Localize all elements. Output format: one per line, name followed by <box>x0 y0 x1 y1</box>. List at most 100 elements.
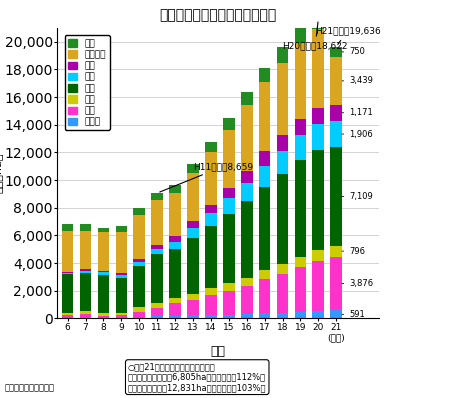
Bar <box>62 231 73 272</box>
Bar <box>98 232 109 271</box>
Bar <box>133 317 145 318</box>
Bar <box>80 269 91 271</box>
Bar <box>294 135 306 160</box>
Text: 7,109: 7,109 <box>342 192 373 201</box>
Bar <box>80 317 91 318</box>
Bar <box>98 313 109 316</box>
Bar <box>223 130 235 188</box>
Text: 591: 591 <box>342 310 365 319</box>
Bar <box>116 232 127 273</box>
Bar <box>151 193 163 200</box>
Bar <box>187 294 199 300</box>
Text: 資料：農林水産省調べ: 資料：農林水産省調べ <box>5 383 55 392</box>
Bar <box>294 312 306 318</box>
Bar <box>205 295 217 315</box>
Bar <box>205 152 217 205</box>
Text: H11全国：8,659: H11全国：8,659 <box>160 162 253 192</box>
Bar <box>205 315 217 318</box>
Bar <box>259 166 271 187</box>
Bar <box>80 230 91 269</box>
Bar <box>151 254 163 303</box>
Bar <box>80 273 91 312</box>
Text: 796: 796 <box>342 247 365 256</box>
Bar <box>241 201 253 277</box>
Bar <box>294 160 306 257</box>
Bar <box>241 105 253 171</box>
Bar <box>187 173 199 221</box>
Bar <box>330 105 342 121</box>
Bar <box>187 300 199 316</box>
Bar <box>259 151 271 166</box>
Bar <box>312 150 324 250</box>
Bar <box>133 266 145 308</box>
Bar <box>205 205 217 213</box>
Bar <box>187 221 199 228</box>
Bar <box>277 63 288 135</box>
Bar <box>133 262 145 266</box>
Bar <box>62 273 73 274</box>
Bar <box>223 119 235 130</box>
X-axis label: 年産: 年産 <box>210 345 226 358</box>
Bar <box>294 119 306 135</box>
Text: 1,906: 1,906 <box>342 129 373 139</box>
Bar <box>169 249 181 298</box>
Bar <box>80 312 91 314</box>
Bar <box>277 313 288 318</box>
Bar <box>98 316 109 318</box>
Bar <box>259 279 271 313</box>
Bar <box>294 257 306 267</box>
Bar <box>187 228 199 238</box>
Bar <box>151 244 163 249</box>
Bar <box>133 308 145 312</box>
Bar <box>277 135 288 150</box>
Bar <box>98 275 109 313</box>
Bar <box>223 283 235 291</box>
Bar <box>169 303 181 316</box>
Bar <box>133 259 145 262</box>
Bar <box>98 228 109 232</box>
Bar <box>205 226 217 288</box>
Bar <box>277 174 288 264</box>
Bar <box>169 242 181 249</box>
Text: 1,171: 1,171 <box>342 108 373 117</box>
Bar <box>116 312 127 316</box>
Bar <box>62 313 73 315</box>
Legend: 九州, 中国四国, 近畿, 東海, 北陸, 関東, 東北, 北海道: 九州, 中国四国, 近畿, 東海, 北陸, 関東, 東北, 北海道 <box>64 35 109 130</box>
Bar <box>116 273 127 275</box>
Bar <box>241 92 253 105</box>
Bar <box>330 257 342 310</box>
Text: H21全国：19,636: H21全国：19,636 <box>315 26 381 45</box>
Text: H20全国：18,622: H20全国：18,622 <box>283 22 348 51</box>
Bar <box>294 267 306 312</box>
Bar <box>241 171 253 183</box>
Bar <box>259 269 271 279</box>
Bar <box>223 214 235 283</box>
Bar <box>169 316 181 318</box>
Bar <box>330 310 342 318</box>
Bar <box>116 278 127 312</box>
Bar <box>259 187 271 269</box>
Bar <box>330 246 342 257</box>
Bar <box>98 273 109 275</box>
Bar <box>62 224 73 231</box>
Bar <box>133 209 145 215</box>
Bar <box>241 277 253 286</box>
Bar <box>151 249 163 254</box>
Bar <box>312 29 324 108</box>
Bar <box>205 142 217 152</box>
Bar <box>187 164 199 173</box>
Text: 750: 750 <box>342 47 365 57</box>
Bar <box>80 314 91 317</box>
Bar <box>62 274 73 313</box>
Bar <box>312 261 324 311</box>
Bar <box>294 43 306 119</box>
Text: 3,876: 3,876 <box>342 279 374 288</box>
Bar <box>259 82 271 151</box>
Bar <box>259 68 271 82</box>
Bar <box>294 25 306 43</box>
Bar <box>223 291 235 315</box>
Bar <box>277 274 288 313</box>
Bar <box>330 57 342 105</box>
Bar <box>169 236 181 242</box>
Bar <box>223 198 235 214</box>
